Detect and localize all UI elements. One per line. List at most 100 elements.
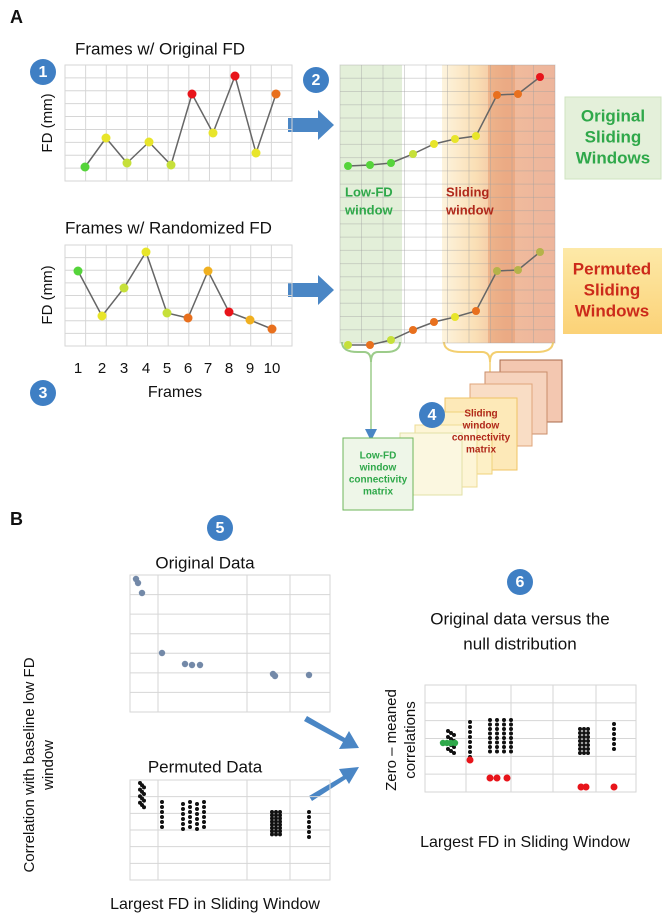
point — [271, 672, 279, 680]
point — [446, 729, 450, 733]
axis-label: FD (mm) — [39, 93, 56, 152]
point — [307, 810, 311, 814]
point — [446, 747, 450, 751]
point — [160, 825, 164, 829]
point — [488, 731, 492, 736]
point — [578, 727, 582, 731]
step-number: 1 — [39, 64, 48, 81]
point — [274, 826, 278, 830]
point — [430, 318, 438, 326]
point — [509, 727, 513, 731]
window-label: Sliding — [446, 184, 489, 199]
point — [138, 589, 146, 597]
point — [122, 158, 132, 168]
sliding-band-core — [488, 65, 515, 343]
matrix-label: Sliding — [464, 409, 497, 420]
matrix-label: connectivity — [349, 475, 408, 486]
point — [495, 727, 499, 731]
plot-frame — [339, 64, 556, 344]
point — [387, 159, 395, 167]
point — [468, 730, 472, 734]
box-label: Permuted — [573, 259, 651, 278]
point — [472, 307, 480, 315]
point — [224, 307, 234, 317]
point — [493, 267, 501, 275]
step-number: 6 — [516, 574, 525, 591]
point — [578, 731, 582, 735]
point — [586, 739, 590, 743]
point — [578, 751, 582, 755]
low-fd-matrix — [342, 437, 414, 511]
frame-label: 2 — [98, 360, 106, 377]
point — [366, 341, 374, 349]
window-label: window — [344, 202, 394, 217]
point — [278, 832, 282, 837]
point — [577, 783, 585, 791]
point — [181, 812, 185, 816]
point — [230, 71, 240, 81]
point — [160, 815, 164, 819]
point — [578, 739, 582, 743]
point — [142, 805, 146, 810]
point — [586, 735, 590, 739]
point — [502, 718, 506, 722]
axis-label: Correlation with baseline low FD — [21, 657, 38, 872]
point — [451, 135, 459, 143]
frame-label: 10 — [264, 360, 281, 377]
point — [141, 247, 151, 257]
matrix-label: matrix — [363, 487, 393, 498]
point — [274, 829, 278, 834]
point — [502, 727, 506, 731]
step-badge — [30, 380, 56, 406]
point — [267, 324, 277, 334]
point — [181, 822, 185, 826]
point — [582, 783, 590, 791]
arrow — [304, 716, 359, 749]
trace — [347, 76, 541, 167]
original-windows-box — [564, 96, 662, 180]
point — [586, 727, 590, 731]
point — [488, 718, 492, 722]
point — [278, 816, 282, 821]
point — [245, 315, 255, 325]
box-label: Original — [581, 106, 645, 125]
step-badge — [207, 515, 233, 541]
point — [195, 802, 199, 806]
point — [502, 722, 506, 727]
axis-label: Zero – meaned — [383, 689, 400, 791]
point — [270, 816, 274, 821]
point — [160, 820, 164, 824]
axis-label: Largest FD in Sliding Window — [420, 834, 630, 851]
point — [188, 825, 192, 829]
point — [181, 827, 185, 831]
arrow — [288, 275, 334, 305]
plot-title: null distribution — [463, 634, 576, 653]
box-label: Windows — [575, 301, 649, 320]
matrix-label: matrix — [466, 445, 496, 456]
point — [452, 733, 456, 737]
point — [251, 148, 261, 158]
trace — [84, 73, 277, 168]
point — [612, 737, 616, 741]
point — [495, 718, 499, 722]
point — [488, 749, 492, 754]
point — [612, 732, 616, 736]
point — [278, 822, 282, 827]
permuted-windows-box — [563, 248, 662, 334]
point — [486, 774, 494, 782]
point — [144, 137, 154, 147]
point — [514, 90, 522, 98]
point — [446, 735, 450, 739]
point — [495, 740, 499, 745]
arrow — [288, 110, 334, 140]
matrix-label: window — [359, 463, 397, 474]
point — [202, 805, 206, 809]
axis-label: FD (mm) — [39, 265, 56, 324]
matrix-label: connectivity — [452, 433, 511, 444]
point — [166, 160, 176, 170]
point — [274, 822, 278, 827]
point — [274, 816, 278, 821]
step-badge — [303, 67, 329, 93]
step-badge — [30, 59, 56, 85]
